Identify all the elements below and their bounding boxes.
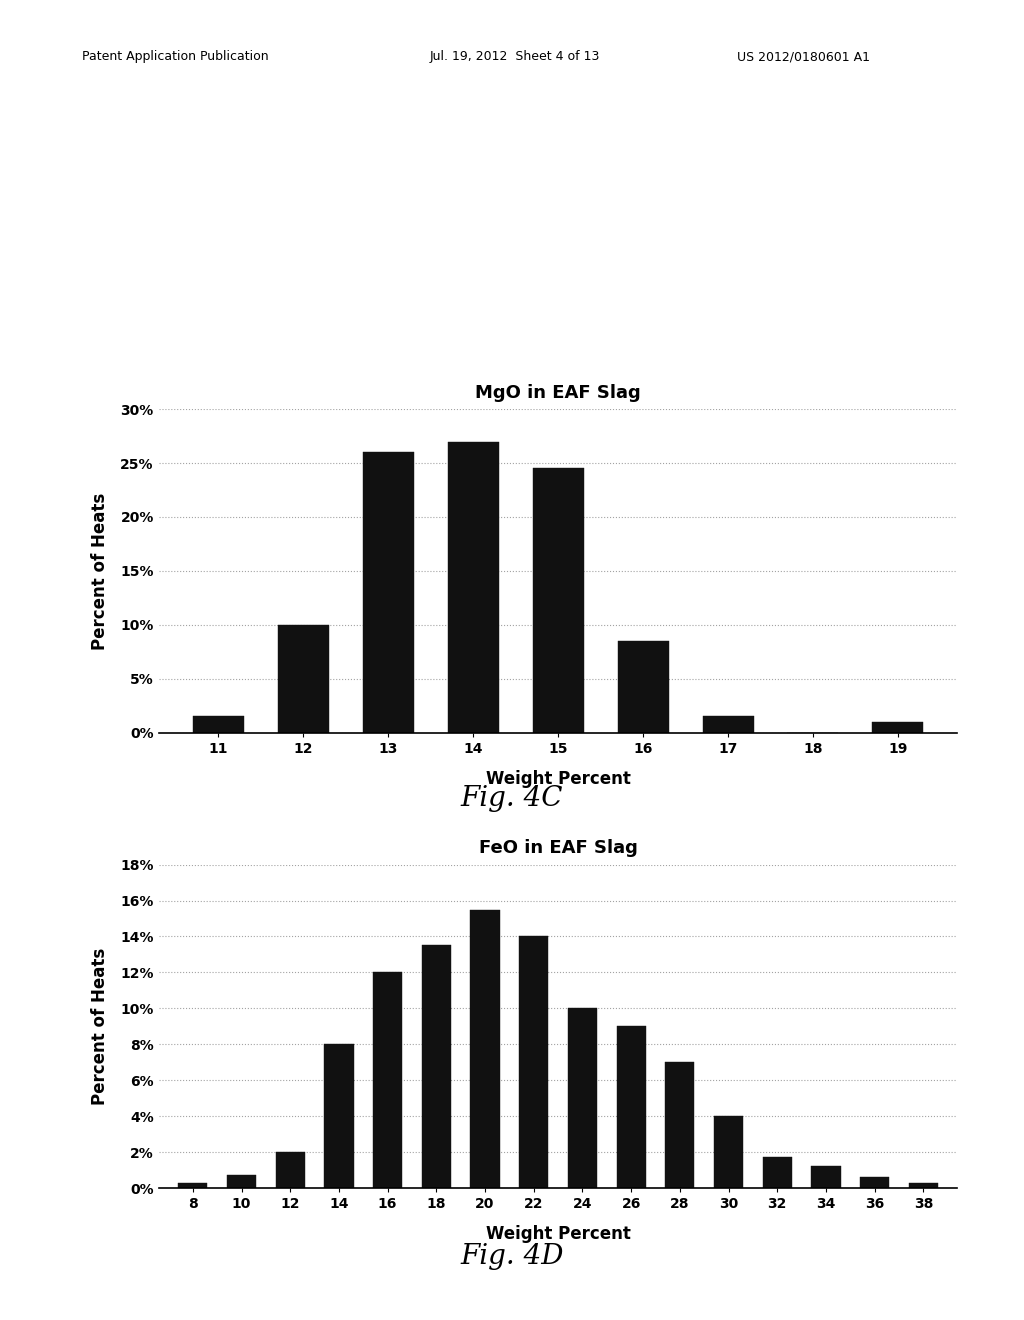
Bar	[178, 1183, 208, 1188]
Bar	[532, 469, 584, 733]
Bar	[616, 1027, 646, 1188]
X-axis label: Weight Percent: Weight Percent	[485, 1225, 631, 1243]
Text: Jul. 19, 2012  Sheet 4 of 13: Jul. 19, 2012 Sheet 4 of 13	[430, 50, 600, 63]
Bar	[422, 945, 451, 1188]
Bar	[519, 936, 548, 1188]
Bar	[763, 1158, 792, 1188]
Text: Fig. 4D: Fig. 4D	[460, 1243, 564, 1270]
Bar	[908, 1183, 938, 1188]
Text: Patent Application Publication: Patent Application Publication	[82, 50, 268, 63]
Title: FeO in EAF Slag: FeO in EAF Slag	[478, 840, 638, 858]
Bar	[193, 717, 244, 733]
Bar	[447, 441, 499, 733]
Bar	[227, 1175, 256, 1188]
Bar	[373, 973, 402, 1188]
Bar	[278, 624, 329, 733]
Bar	[714, 1117, 743, 1188]
Bar	[860, 1177, 889, 1188]
Bar	[325, 1044, 353, 1188]
Bar	[872, 722, 924, 733]
Text: Fig. 4C: Fig. 4C	[461, 785, 563, 812]
Bar	[362, 453, 414, 733]
Y-axis label: Percent of Heats: Percent of Heats	[91, 948, 110, 1105]
Bar	[702, 717, 754, 733]
Title: MgO in EAF Slag: MgO in EAF Slag	[475, 384, 641, 403]
Bar	[568, 1008, 597, 1188]
Bar	[275, 1152, 305, 1188]
Text: US 2012/0180601 A1: US 2012/0180601 A1	[737, 50, 870, 63]
Bar	[470, 909, 500, 1188]
Bar	[666, 1063, 694, 1188]
Bar	[617, 642, 669, 733]
X-axis label: Weight Percent: Weight Percent	[485, 770, 631, 788]
Bar	[811, 1167, 841, 1188]
Y-axis label: Percent of Heats: Percent of Heats	[91, 492, 110, 649]
